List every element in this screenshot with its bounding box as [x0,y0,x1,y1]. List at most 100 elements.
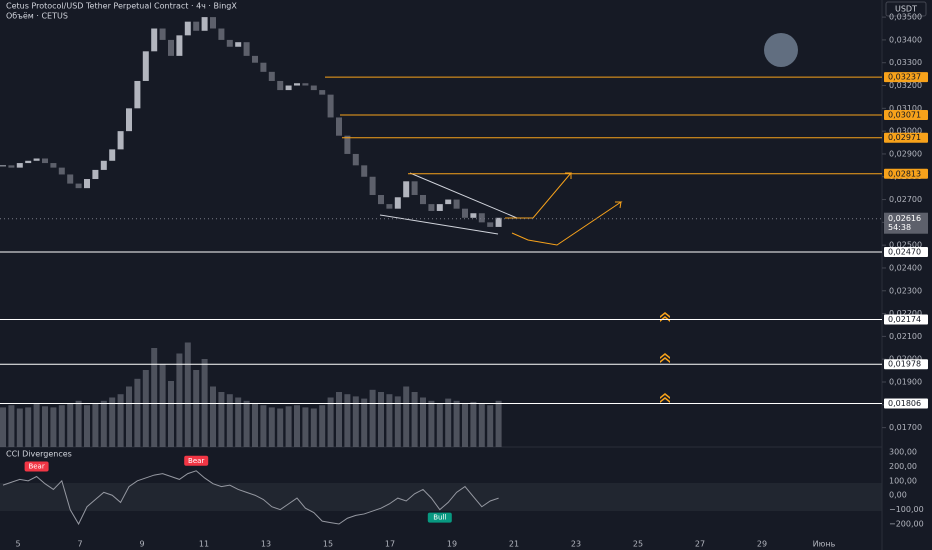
volume-bar [487,405,494,447]
candle [0,165,6,167]
volume-bar [243,400,250,447]
y-tick-label: 0,02100 [889,332,922,341]
level-tag [884,247,928,258]
x-tick-label: 7 [77,540,82,549]
x-tick-label: 9 [139,540,144,549]
candle [92,169,99,180]
volume-bar [42,406,48,447]
last-price-tag [884,212,928,234]
candle [495,217,502,227]
y-tick-label: 0,02000 [889,355,922,364]
candle [168,39,174,56]
volume-bar [134,378,141,447]
candle [294,83,300,86]
cci-tick-label: 0,00 [889,491,907,500]
candle [201,17,208,31]
volume-bar [92,403,99,447]
volume-bar [210,386,216,447]
volume-bar [184,342,191,447]
currency[interactable]: USDT [895,5,917,14]
volume-bar [58,405,65,447]
candle [210,17,216,29]
level-label: 0,01978 [888,360,921,369]
volume-bar [470,401,477,447]
volume-bar [478,404,485,447]
candle [109,149,116,161]
level-tag [884,359,928,370]
moon-icon [764,33,798,67]
cci-tick-label: 300,00 [889,448,917,457]
level-label: 0,02470 [888,248,921,257]
candle [184,21,191,36]
volume-bar [193,370,200,447]
x-tick-label: 11 [199,540,209,549]
candle [478,213,485,223]
y-tick-label: 0,03200 [889,81,922,90]
x-tick-label: 15 [323,540,333,549]
x-tick-label: 19 [447,540,457,549]
volume-bar [378,392,384,447]
candle [8,165,15,168]
volume-bar [260,405,267,447]
candle [310,85,317,91]
countdown: 54:38 [888,223,911,232]
candle [252,55,258,63]
cci-band [0,483,882,511]
volume-bar [369,389,376,447]
x-tick-label: 21 [509,540,519,549]
volume-bar [252,403,258,447]
volume-bar [8,405,15,447]
volume-bar [16,408,23,447]
volume-bar [235,397,242,447]
volume-bar [302,407,309,447]
last-price-label: 0,02616 [888,214,921,223]
x-tick-label: 17 [385,540,395,549]
volume-bar [168,381,174,447]
candle [151,28,158,52]
candle [84,179,90,189]
x-tick-label: 5 [15,540,20,549]
candle [319,90,326,95]
currency-button[interactable] [885,1,927,17]
candle [226,39,233,47]
y-tick-label: 0,03300 [889,58,922,67]
volume-bar [100,400,107,447]
candle [487,222,494,227]
volume-bar [176,353,183,447]
candle [25,160,32,164]
volume-bar [277,408,284,447]
level-tag [884,72,928,83]
candle [176,35,183,56]
volume-bar [285,406,292,447]
level-tag [884,314,928,325]
x-tick-label: 25 [633,540,643,549]
candle [126,108,132,132]
volume-bar [142,370,149,447]
volume-bar [218,392,225,447]
candle [117,131,124,150]
y-tick-label: 0,03500 [889,13,922,22]
candle [361,165,368,177]
volume-bar [352,396,359,447]
signal-label: Bear [188,457,204,465]
volume-bar [268,407,275,447]
cci-tick-label: −100,00 [889,505,924,514]
candle [403,181,410,198]
y-tick-label: 0,02300 [889,286,922,295]
y-tick-label: 0,02400 [889,263,922,272]
candle [369,176,376,195]
level-tag [884,109,928,120]
volume-bar [495,400,502,447]
candle [243,42,250,56]
candle [428,204,435,211]
volume-bar [109,397,116,447]
volume-bar [25,407,32,447]
cci-line [2,470,499,526]
candle [436,204,443,211]
y-tick-label: 0,01700 [889,423,922,432]
candle [50,163,57,168]
candle [285,85,292,91]
level-label: 0,03071 [888,110,921,119]
volume-bar [67,403,74,447]
